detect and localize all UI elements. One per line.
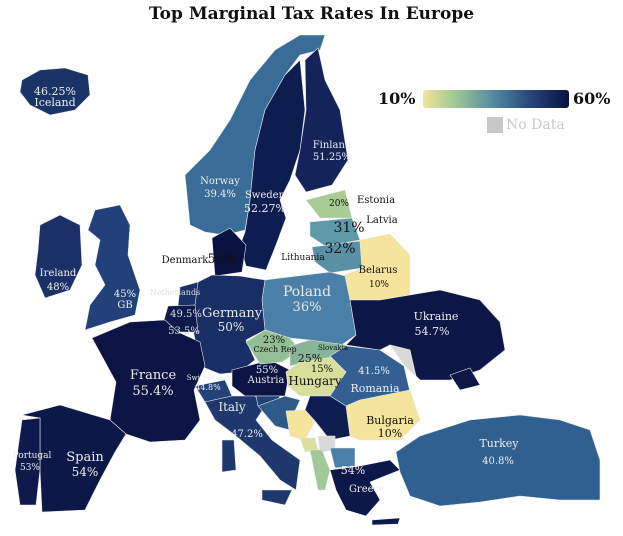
country-portugal (14, 417, 41, 506)
tax-rate-czech-rep: 23% (263, 335, 285, 346)
tax-rate-belarus: 10% (369, 280, 389, 290)
country-ireland (34, 214, 83, 299)
tax-rate-latvia: 31% (333, 220, 364, 236)
country-bulgaria (345, 389, 421, 441)
country-name-slovakia: Slovakia (318, 344, 348, 352)
country-name-gb: GB (117, 300, 132, 311)
country-name-greece: Greece (349, 484, 385, 495)
country-ukraine (449, 367, 481, 391)
country-gb (84, 204, 141, 331)
country-name-finland: Finland (313, 140, 352, 151)
tax-rate-portugal: 53% (20, 463, 40, 473)
country-name-romania: Romania (350, 382, 399, 395)
country-greece (371, 517, 401, 526)
country-name-austria: Austria (247, 375, 285, 386)
country-ukraine (345, 289, 506, 381)
tax-rate-netherlands: 49.5% (170, 309, 202, 320)
tax-rate-norway: 39.4% (204, 189, 236, 200)
tax-rate-hungary: 15% (311, 364, 333, 375)
tax-rate-denmark: 56% (208, 252, 237, 267)
country-name-sweden: Sweden (245, 190, 286, 201)
country-name-estonia: Estonia (357, 195, 395, 206)
tax-rate-austria: 55% (256, 365, 278, 376)
country-name-germany: Germany (202, 306, 263, 321)
tax-rate-ireland: 48% (47, 282, 69, 293)
country-france (91, 319, 206, 443)
country-italy (204, 395, 301, 491)
country-name-norway: Norway (200, 176, 240, 187)
country-finland (294, 47, 349, 193)
tax-rate-france: 55.4% (132, 384, 173, 399)
legend-min-label: 10% (378, 89, 416, 108)
tax-rate-sweden: 52.27% (244, 202, 286, 215)
country-name-czech-rep: Czech Rep (253, 345, 296, 354)
moldova-region (389, 344, 417, 377)
country-greece (329, 459, 401, 517)
macedonia-region (329, 447, 356, 469)
country-denmark (211, 227, 247, 277)
tax-rate-slovakia: 25% (298, 352, 322, 365)
country-name-ukraine: Ukraine (414, 310, 459, 323)
country-name-switzerland: Switzerland (187, 374, 230, 382)
tax-rate-belgium: 53.5% (168, 326, 200, 337)
tax-rate-greece: 54% (341, 464, 365, 477)
country-name-italy: Italy (218, 400, 246, 414)
country-name-ireland: Ireland (40, 268, 77, 279)
country-sweden (239, 59, 306, 271)
country-belgium (163, 304, 199, 333)
tax-rate-poland: 36% (293, 300, 322, 315)
legend-max-label: 60% (573, 89, 611, 108)
tax-rate-spain: 54% (72, 465, 99, 479)
tax-rate-switzerland: 44.8% (195, 383, 221, 392)
country-italy (221, 439, 237, 473)
tax-rate-lithuania: 32% (324, 241, 355, 257)
country-italy (261, 489, 293, 506)
country-name-iceland: Iceland (34, 96, 75, 109)
country-name-latvia: Latvia (366, 215, 397, 226)
tax-rate-ukraine: 54.7% (415, 325, 450, 338)
map-title: Top Marginal Tax Rates In Europe (148, 4, 475, 24)
country-name-france: France (130, 368, 177, 383)
country-name-spain: Spain (66, 450, 104, 465)
no-data-swatch (487, 117, 503, 133)
legend-color-bar (423, 90, 569, 108)
country-name-netherlands: Netherlands (150, 288, 200, 297)
tax-rate-estonia: 20% (329, 199, 349, 209)
country-name-belarus: Belarus (359, 265, 398, 276)
country-name-bulgaria: Bulgaria (366, 414, 414, 427)
country-name-turkey: Turkey (479, 437, 519, 450)
country-turkey (395, 414, 601, 507)
albania-region (309, 449, 331, 491)
country-name-portugal: Portugal (13, 451, 52, 461)
tax-rate-bulgaria: 10% (378, 427, 402, 440)
tax-rate-iceland: 46.25% (34, 85, 76, 98)
tax-rate-finland: 51.25% (313, 152, 351, 163)
tax-rate-romania: 41.5% (358, 366, 390, 377)
country-lithuania (311, 240, 363, 274)
tax-rate-gb: 45% (114, 289, 136, 300)
country-iceland (19, 67, 91, 116)
country-norway (184, 34, 326, 236)
tax-rate-italy: 47.2% (231, 429, 263, 440)
tax-rate-turkey: 40.8% (482, 456, 514, 467)
country-name-lithuania: Lithuania (281, 253, 325, 263)
country-name-hungary: Hungary (288, 374, 341, 388)
serbia-region (304, 395, 351, 441)
country-name-poland: Poland (283, 284, 331, 300)
country-name-denmark: Denmark (162, 255, 210, 266)
bosnia-region (285, 409, 316, 441)
tax-rate-germany: 50% (218, 320, 245, 334)
no-data-label: No Data (506, 117, 565, 133)
